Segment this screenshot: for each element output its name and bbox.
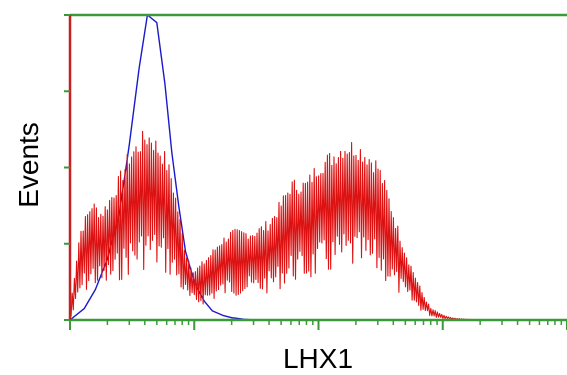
plot-marks (69, 14, 481, 321)
series-2-line (69, 130, 481, 321)
y-axis-label: Events (13, 122, 44, 208)
x-axis-label: LHX1 (283, 343, 353, 374)
axes (64, 13, 567, 330)
